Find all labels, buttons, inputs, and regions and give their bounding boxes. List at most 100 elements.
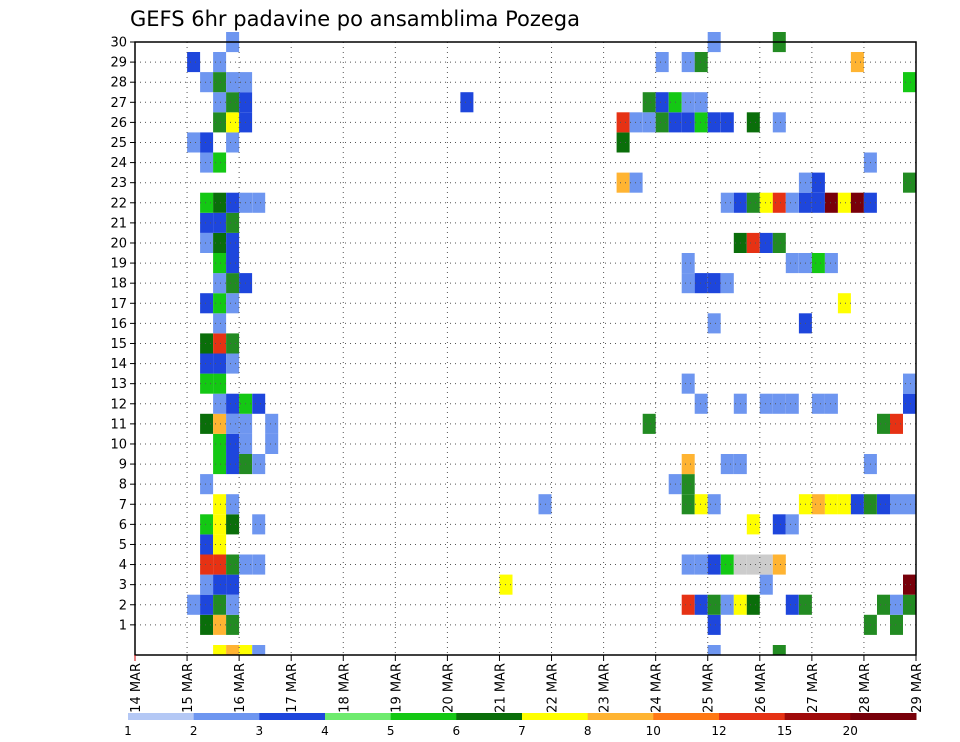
cell-member-11-step-58 xyxy=(890,413,903,434)
cell-member-9-step-42 xyxy=(681,454,695,475)
cell-member-28-step-5 xyxy=(200,72,214,93)
cell-member-27-step-40 xyxy=(655,92,669,113)
y-tick-label: 22 xyxy=(110,196,127,211)
cell-member-19-step-6 xyxy=(213,253,227,274)
colorbar: 1 2 3 4 5 6 7 8 10 12 15 20 xyxy=(124,713,917,738)
cell-member-7-step-58 xyxy=(890,494,903,515)
cell-member-4-step-5 xyxy=(200,554,214,575)
colorbar-swatch xyxy=(653,713,720,720)
cell-member-23-step-37 xyxy=(616,172,630,193)
cell-member-18-step-7 xyxy=(226,273,240,294)
cell-member-3-step-5 xyxy=(200,574,214,595)
cell-member-26-step-39 xyxy=(642,112,656,133)
cell-member-4-step-44 xyxy=(707,554,721,575)
cell-member-20-step-48 xyxy=(759,232,773,253)
colorbar-label: 20 xyxy=(843,724,858,738)
x-axis: 14 MAR 15 MAR 16 MAR 17 MAR 18 MAR 19 MAR 20 M… xyxy=(129,655,925,713)
y-axis: 1234567891011121314151617181920212223242… xyxy=(110,36,135,633)
cell-member-26-step-49 xyxy=(772,112,786,133)
colorbar-swatch xyxy=(850,713,917,720)
cell-member-1-step-7 xyxy=(226,614,240,635)
x-tick-label: 22 MAR xyxy=(546,663,561,713)
cell-member-11-step-5 xyxy=(200,413,214,434)
cell-member-0-step-9 xyxy=(252,645,266,655)
cell-member-2-step-58 xyxy=(890,594,903,615)
cell-member-2-step-45 xyxy=(720,594,734,615)
cell-member-19-step-53 xyxy=(824,253,838,274)
cell-member-22-step-6 xyxy=(213,192,227,213)
cell-member-7-step-6 xyxy=(213,494,227,515)
cell-member-7-step-59 xyxy=(903,494,916,515)
cell-member-28-step-7 xyxy=(226,72,240,93)
y-tick-label: 16 xyxy=(110,317,127,332)
cell-member-2-step-57 xyxy=(877,594,890,615)
cell-member-4-step-45 xyxy=(720,554,734,575)
cell-member-27-step-6 xyxy=(213,92,227,113)
cell-member-4-step-49 xyxy=(772,554,786,575)
y-tick-label: 21 xyxy=(110,216,127,231)
cell-member-21-step-5 xyxy=(200,212,214,233)
cell-member-0-step-8 xyxy=(239,645,253,655)
x-tick-label: 19 MAR xyxy=(389,663,404,713)
cell-member-12-step-43 xyxy=(694,393,708,414)
cell-member-13-step-6 xyxy=(213,373,227,394)
y-tick-label: 25 xyxy=(110,136,127,151)
cell-member-28-step-59 xyxy=(903,72,916,93)
cell-member-26-step-6 xyxy=(213,112,227,133)
cell-member-11-step-10 xyxy=(265,413,279,434)
cell-member-7-step-55 xyxy=(850,494,864,515)
cell-member-27-step-7 xyxy=(226,92,240,113)
y-tick-label: 5 xyxy=(119,538,127,553)
cell-member-18-step-43 xyxy=(694,273,708,294)
cell-member-29-step-55 xyxy=(850,52,864,73)
colorbar-swatch xyxy=(784,713,851,720)
y-tick-label: 6 xyxy=(119,518,127,533)
cell-member-7-step-52 xyxy=(811,494,825,515)
cell-member-2-step-59 xyxy=(903,594,916,615)
cell-member-22-step-54 xyxy=(837,192,851,213)
cell-member-18-step-44 xyxy=(707,273,721,294)
cell-member-28-step-6 xyxy=(213,72,227,93)
cell-member-26-step-44 xyxy=(707,112,721,133)
y-tick-label: 19 xyxy=(110,257,127,272)
colorbar-swatch xyxy=(390,713,457,720)
cell-member-2-step-6 xyxy=(213,594,227,615)
x-tick-label: 25 MAR xyxy=(702,663,717,713)
cell-member-3-step-7 xyxy=(226,574,240,595)
cell-member-22-step-5 xyxy=(200,192,214,213)
cell-member-1-step-5 xyxy=(200,614,214,635)
x-tick-label: 28 MAR xyxy=(858,663,873,713)
y-tick-label: 9 xyxy=(119,458,127,473)
cell-member-23-step-52 xyxy=(811,172,825,193)
y-tick-label: 18 xyxy=(110,277,127,292)
cell-member-2-step-4 xyxy=(187,594,201,615)
x-tick-label: 24 MAR xyxy=(650,663,665,713)
colorbar-label: 3 xyxy=(255,724,263,738)
y-tick-label: 20 xyxy=(110,236,127,251)
grid-layer xyxy=(135,41,916,655)
cell-member-27-step-25 xyxy=(460,92,474,113)
colorbar-label: 4 xyxy=(321,724,329,738)
cell-member-12-step-50 xyxy=(785,393,799,414)
cell-member-9-step-45 xyxy=(720,454,734,475)
cell-member-12-step-9 xyxy=(252,393,266,414)
cell-member-10-step-10 xyxy=(265,433,279,454)
cell-member-26-step-47 xyxy=(746,112,760,133)
cell-member-9-step-6 xyxy=(213,454,227,475)
cell-member-8-step-42 xyxy=(681,474,695,495)
cell-member-12-step-59 xyxy=(903,393,916,414)
cell-member-8-step-5 xyxy=(200,474,214,495)
colorbar-label: 2 xyxy=(190,724,198,738)
cell-member-24-step-6 xyxy=(213,152,227,173)
cell-member-2-step-43 xyxy=(694,594,708,615)
cell-member-17-step-6 xyxy=(213,293,227,314)
cell-member-22-step-53 xyxy=(824,192,838,213)
cell-member-5-step-6 xyxy=(213,534,227,555)
y-tick-label: 28 xyxy=(110,76,127,91)
cell-member-5-step-5 xyxy=(200,534,214,555)
cell-member-13-step-42 xyxy=(681,373,695,394)
colorbar-swatch xyxy=(456,713,523,720)
cell-member-16-step-6 xyxy=(213,313,227,334)
y-tick-label: 17 xyxy=(110,297,127,312)
cell-member-12-step-6 xyxy=(213,393,227,414)
